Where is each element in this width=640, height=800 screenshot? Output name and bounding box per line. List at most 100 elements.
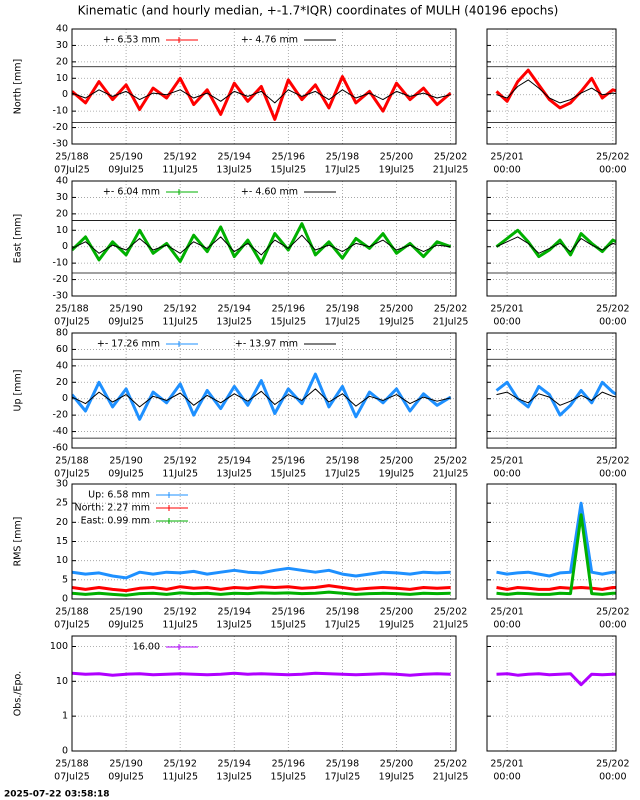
y-axis-label: RMS [mm] (13, 517, 24, 567)
y-tick-label: -30 (52, 291, 68, 302)
x-tick-date: 11Jul25 (162, 772, 198, 783)
x-tick-label: 25/194 (218, 759, 251, 770)
x-tick-date: 07Jul25 (54, 620, 90, 631)
x-tick-label: 25/196 (272, 456, 305, 467)
y-tick-label: 0 (62, 393, 68, 404)
y-tick-label: 10 (56, 225, 68, 236)
x-tick-label: 25/188 (55, 304, 88, 315)
x-tick-label: 25/190 (109, 456, 142, 467)
x-tick-date: 11Jul25 (162, 317, 198, 328)
series-line (495, 68, 616, 110)
x-tick-date: 09Jul25 (108, 772, 144, 783)
legend-label: Up: 6.58 mm (88, 490, 150, 501)
legend-marker (166, 505, 172, 511)
x-tick-label: 25/190 (109, 304, 142, 315)
series-line (72, 75, 452, 121)
x-tick-date: 17Jul25 (325, 317, 361, 328)
y-tick-label: 30 (56, 192, 68, 203)
series-line (496, 501, 616, 578)
x-tick-date: 19Jul25 (379, 165, 415, 176)
legend-marker (176, 189, 182, 195)
y-tick-label: 40 (56, 360, 68, 371)
x-tick-label: 25/194 (218, 456, 251, 467)
y-tick-label: -10 (52, 258, 68, 269)
x-tick-time: 00:00 (493, 317, 520, 328)
y-tick-label: 15 (56, 536, 68, 547)
y-axis-label: North [mm] (13, 59, 24, 115)
x-tick-date: 21Jul25 (433, 317, 469, 328)
x-tick-label: 25/201 (490, 304, 523, 315)
y-tick-label: 0 (62, 594, 68, 605)
y-tick-label: 5 (62, 574, 68, 585)
x-tick-label: 25/192 (163, 152, 196, 163)
plot-frame (486, 28, 617, 145)
x-tick-date: 11Jul25 (162, 165, 198, 176)
x-tick-label: 25/188 (55, 152, 88, 163)
y-tick-label: 60 (56, 344, 68, 355)
x-tick-label: 25/196 (272, 759, 305, 770)
x-tick-label: 25/190 (109, 759, 142, 770)
x-tick-date: 07Jul25 (54, 165, 90, 176)
x-tick-label: 25/188 (55, 759, 88, 770)
x-tick-time: 00:00 (493, 165, 520, 176)
plot-frame (486, 483, 617, 600)
legend-label: 16.00 (133, 642, 160, 653)
x-tick-date: 21Jul25 (433, 469, 469, 480)
x-tick-time: 00:00 (599, 620, 626, 631)
x-tick-label: 25/202 (434, 607, 467, 618)
series-line (72, 566, 451, 580)
x-tick-label: 25/202 (596, 304, 629, 315)
x-tick-label: 25/196 (272, 304, 305, 315)
x-tick-label: 25/198 (326, 456, 359, 467)
legend-label: +- 17.26 mm (97, 339, 160, 350)
y-tick-label: 40 (56, 176, 68, 187)
y-tick-label: 25 (56, 498, 68, 509)
x-tick-date: 13Jul25 (216, 772, 252, 783)
y-axis-label: Obs./Epo. (13, 671, 24, 716)
series-line (496, 672, 616, 687)
x-tick-label: 25/192 (163, 304, 196, 315)
y-tick-label: 20 (56, 377, 68, 388)
legend-label: +- 6.04 mm (103, 187, 160, 198)
x-tick-time: 00:00 (493, 772, 520, 783)
x-tick-label: 25/201 (490, 152, 523, 163)
x-tick-time: 00:00 (493, 620, 520, 631)
series-line (72, 234, 451, 256)
x-tick-date: 19Jul25 (379, 772, 415, 783)
x-tick-time: 00:00 (493, 469, 520, 480)
x-tick-date: 21Jul25 (433, 772, 469, 783)
series-line (496, 513, 616, 596)
y-tick-label: 0 (62, 746, 68, 757)
plot-frame (71, 635, 457, 752)
plot-frame (486, 180, 617, 297)
series-line (495, 228, 616, 259)
plot-frame (71, 180, 457, 297)
y-tick-label: -40 (52, 426, 68, 437)
x-tick-label: 25/190 (109, 607, 142, 618)
x-tick-date: 07Jul25 (54, 772, 90, 783)
x-tick-date: 07Jul25 (54, 469, 90, 480)
x-tick-label: 25/202 (596, 456, 629, 467)
y-tick-label: -10 (52, 106, 68, 117)
x-tick-date: 15Jul25 (271, 469, 307, 480)
x-tick-label: 25/198 (326, 759, 359, 770)
x-tick-label: 25/194 (218, 304, 251, 315)
legend-marker (166, 518, 172, 524)
series-line (72, 89, 451, 104)
x-tick-date: 07Jul25 (54, 317, 90, 328)
x-tick-date: 11Jul25 (162, 620, 198, 631)
x-tick-date: 19Jul25 (379, 620, 415, 631)
x-tick-label: 25/200 (380, 304, 413, 315)
x-tick-label: 25/202 (434, 456, 467, 467)
x-tick-date: 17Jul25 (325, 772, 361, 783)
x-tick-date: 17Jul25 (325, 469, 361, 480)
legend-marker (176, 341, 182, 347)
y-tick-label: -20 (52, 274, 68, 285)
x-tick-label: 25/198 (326, 152, 359, 163)
x-tick-time: 00:00 (599, 317, 626, 328)
legend-marker (176, 644, 182, 650)
y-tick-label: 30 (56, 479, 68, 490)
y-tick-label: 10 (56, 555, 68, 566)
x-tick-label: 25/190 (109, 152, 142, 163)
